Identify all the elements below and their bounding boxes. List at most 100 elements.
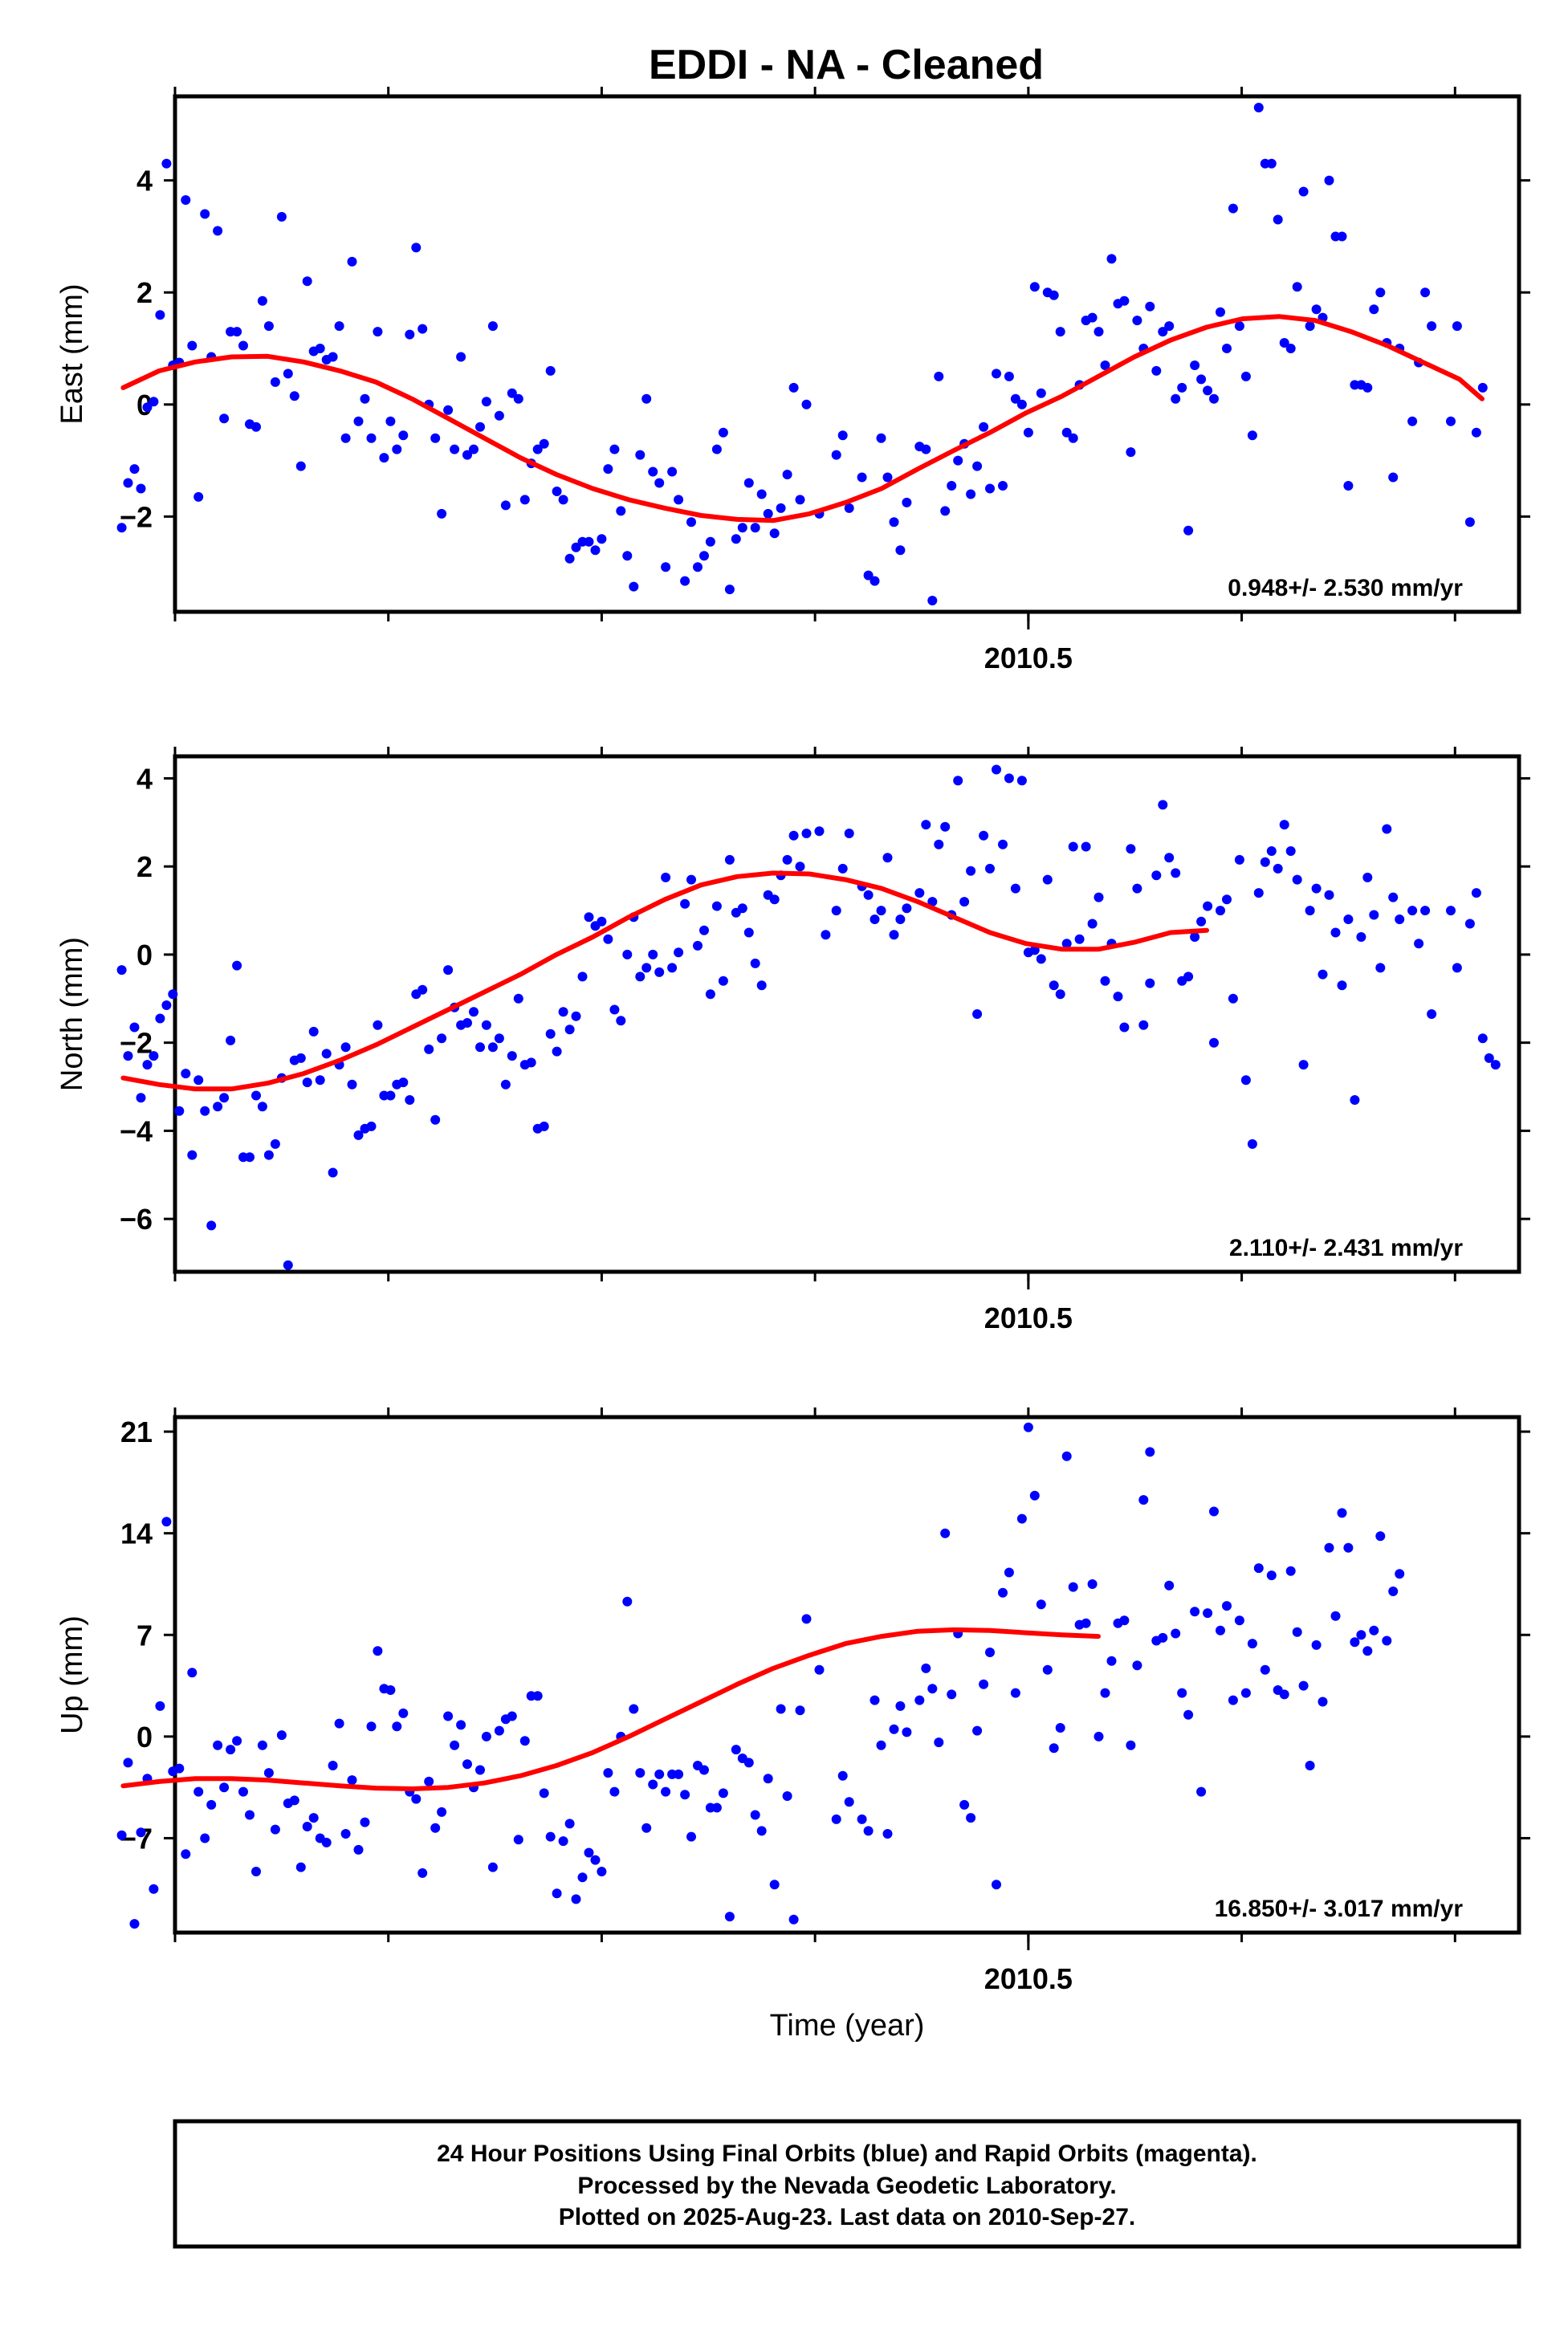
east-data-point-16 <box>219 413 230 424</box>
north-data-point-130 <box>972 1009 983 1019</box>
up-x-tick-label-0: 2010.5 <box>984 1962 1073 1995</box>
east-data-point-160 <box>1171 393 1181 404</box>
up-data-point-62 <box>513 1835 523 1845</box>
up-data-point-48 <box>424 1776 434 1786</box>
north-data-point-181 <box>1298 1060 1309 1070</box>
up-data-point-80 <box>629 1704 639 1714</box>
north-rate-label: 2.110+/- 2.431 mm/yr <box>1229 1235 1463 1261</box>
north-data-point-97 <box>737 903 747 914</box>
north-data-point-93 <box>711 901 722 911</box>
north-data-point-88 <box>680 898 690 909</box>
north-data-point-135 <box>1004 773 1014 784</box>
up-data-point-132 <box>992 1880 1001 1890</box>
north-data-point-6 <box>155 1013 165 1024</box>
north-data-point-171 <box>1234 854 1244 865</box>
east-data-point-179 <box>1292 282 1302 292</box>
east-data-point-43 <box>392 444 402 454</box>
east-data-point-199 <box>1427 321 1437 332</box>
east-data-point-134 <box>1004 371 1014 381</box>
up-y-axis-label: Up (mm) <box>55 1615 89 1734</box>
up-data-point-143 <box>1061 1451 1072 1461</box>
up-data-point-161 <box>1177 1688 1187 1698</box>
up-data-point-16 <box>219 1782 230 1793</box>
north-data-point-195 <box>1388 892 1399 902</box>
east-data-point-175 <box>1266 158 1277 169</box>
up-data-point-149 <box>1100 1688 1110 1698</box>
north-data-point-105 <box>788 830 799 841</box>
north-data-point-45 <box>405 1095 415 1105</box>
east-data-point-83 <box>648 466 658 477</box>
north-data-point-122 <box>921 820 931 830</box>
up-data-point-5 <box>149 1884 159 1894</box>
east-data-point-60 <box>500 500 511 511</box>
north-data-point-37 <box>353 1130 364 1140</box>
up-data-point-162 <box>1183 1709 1194 1720</box>
up-data-point-0 <box>116 1830 127 1840</box>
north-data-point-28 <box>295 1053 306 1063</box>
north-data-point-121 <box>914 888 925 898</box>
north-data-point-149 <box>1094 892 1104 902</box>
up-data-point-152 <box>1119 1615 1130 1626</box>
up-data-point-107 <box>801 1614 812 1624</box>
up-data-point-66 <box>539 1788 549 1798</box>
north-data-point-157 <box>1145 978 1155 988</box>
up-data-point-10 <box>181 1849 191 1860</box>
east-data-point-126 <box>953 455 963 466</box>
up-data-point-159 <box>1164 1580 1175 1591</box>
up-data-point-58 <box>487 1862 498 1872</box>
up-data-point-163 <box>1190 1607 1200 1617</box>
north-data-point-118 <box>889 930 899 940</box>
north-data-point-166 <box>1203 901 1213 911</box>
up-data-point-93 <box>711 1802 722 1813</box>
up-data-point-128 <box>966 1813 976 1823</box>
north-data-point-98 <box>743 927 754 938</box>
up-data-point-101 <box>763 1774 773 1784</box>
up-data-point-36 <box>347 1775 357 1786</box>
east-data-point-171 <box>1240 371 1251 381</box>
north-data-point-94 <box>718 976 728 986</box>
north-data-point-13 <box>200 1106 210 1116</box>
up-data-point-19 <box>238 1786 248 1797</box>
north-data-point-144 <box>1061 939 1072 949</box>
north-data-point-143 <box>1055 989 1065 1000</box>
up-data-point-2 <box>129 1919 140 1929</box>
up-data-point-23 <box>263 1768 274 1778</box>
east-data-point-77 <box>609 444 620 454</box>
up-data-point-75 <box>597 1867 607 1876</box>
east-data-point-28 <box>295 461 306 471</box>
north-data-point-140 <box>1036 954 1046 964</box>
up-data-point-155 <box>1138 1495 1149 1505</box>
east-data-point-118 <box>895 545 906 556</box>
up-data-point-134 <box>1004 1567 1014 1578</box>
north-data-point-136 <box>1010 883 1020 894</box>
east-data-point-29 <box>302 276 312 287</box>
east-data-point-101 <box>763 508 773 519</box>
up-fit-curve <box>120 1627 1101 1791</box>
north-y-tick-label-3: 0 <box>136 939 153 972</box>
north-data-point-175 <box>1260 857 1270 867</box>
east-data-point-167 <box>1216 307 1225 317</box>
east-data-point-147 <box>1087 312 1098 323</box>
north-data-point-206 <box>1484 1053 1494 1063</box>
east-data-point-25 <box>276 212 287 222</box>
east-data-point-144 <box>1068 433 1078 443</box>
north-data-point-132 <box>985 863 995 874</box>
up-data-point-71 <box>571 1894 581 1904</box>
north-data-point-179 <box>1285 846 1296 856</box>
up-data-point-96 <box>731 1745 741 1755</box>
north-data-point-120 <box>902 903 912 914</box>
north-data-point-7 <box>161 1000 172 1010</box>
north-data-point-160 <box>1164 853 1175 863</box>
east-data-point-90 <box>693 562 703 572</box>
up-data-point-17 <box>226 1745 236 1755</box>
east-data-point-157 <box>1151 365 1162 376</box>
north-data-point-5 <box>149 1051 159 1061</box>
east-data-point-15 <box>213 226 223 236</box>
up-data-point-18 <box>232 1736 242 1746</box>
east-data-point-85 <box>661 562 671 572</box>
north-data-point-200 <box>1427 1009 1437 1019</box>
north-data-point-172 <box>1240 1075 1251 1086</box>
north-data-point-14 <box>206 1220 217 1231</box>
east-data-point-107 <box>801 399 812 409</box>
north-data-point-109 <box>821 930 831 940</box>
